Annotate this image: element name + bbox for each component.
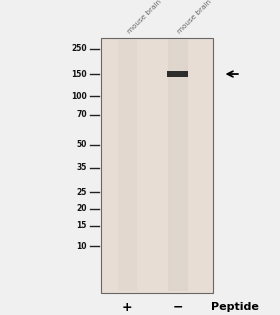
Bar bbox=[101, 38, 213, 293]
Bar bbox=[173, 39, 183, 291]
Text: 250: 250 bbox=[71, 44, 87, 53]
Text: 50: 50 bbox=[76, 140, 87, 149]
Text: −: − bbox=[172, 301, 183, 314]
Text: 100: 100 bbox=[71, 92, 87, 100]
Text: mouse brain: mouse brain bbox=[176, 0, 213, 35]
Text: 150: 150 bbox=[71, 70, 87, 78]
Text: 20: 20 bbox=[76, 204, 87, 213]
Bar bbox=[167, 71, 188, 77]
Text: 35: 35 bbox=[76, 163, 87, 172]
Text: 10: 10 bbox=[76, 242, 87, 251]
Bar bbox=[168, 39, 188, 291]
Text: +: + bbox=[122, 301, 133, 314]
Bar bbox=[118, 39, 137, 291]
Text: 25: 25 bbox=[76, 188, 87, 197]
Text: Peptide: Peptide bbox=[211, 302, 259, 312]
Text: mouse brain: mouse brain bbox=[126, 0, 162, 35]
Text: 15: 15 bbox=[76, 221, 87, 230]
Text: 70: 70 bbox=[76, 111, 87, 119]
